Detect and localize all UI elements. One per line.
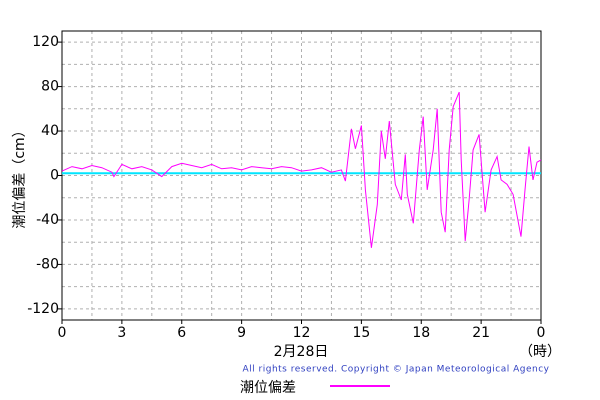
x-tick-label: 6 (177, 325, 186, 341)
x-tick-label: 12 (293, 325, 311, 341)
copyright: All rights reserved. Copyright © Japan M… (243, 365, 550, 375)
y-tick-label: -80 (36, 256, 59, 272)
y-tick-label: 40 (41, 123, 59, 139)
x-tick-label: 0 (58, 325, 67, 341)
y-tick-label: 80 (41, 79, 59, 95)
x-axis-unit: （時） (519, 344, 561, 360)
x-tick-label: 21 (472, 325, 490, 341)
x-tick-label: 0 (537, 325, 546, 341)
x-tick-label: 18 (412, 325, 430, 341)
data-line (61, 91, 542, 248)
y-tick-label: 0 (50, 168, 59, 184)
legend-label: 潮位偏差 (240, 380, 296, 396)
y-tick-label: 120 (32, 34, 59, 50)
x-axis-label: 2月28日 (274, 344, 329, 360)
y-axis-label: 潮位偏差（cm） (12, 123, 28, 228)
y-tick-label: -40 (36, 212, 59, 228)
x-tick-label: 3 (117, 325, 126, 341)
x-tick-label: 15 (352, 325, 370, 341)
y-tick-label: -120 (27, 301, 59, 317)
x-tick-label: 9 (237, 325, 246, 341)
